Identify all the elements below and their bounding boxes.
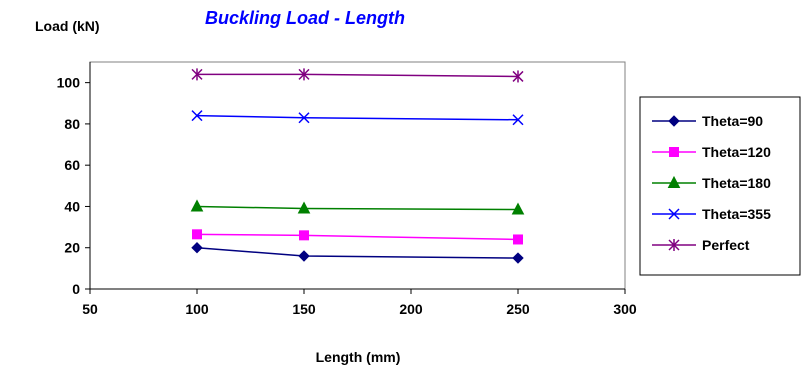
series-line-5 (197, 73, 519, 78)
x-tick-label: 300 (613, 301, 637, 317)
data-point (512, 252, 524, 264)
data-point (299, 230, 309, 241)
x-tick-label: 250 (506, 301, 530, 317)
legend-label: Perfect (702, 237, 750, 253)
plot-frame (89, 61, 626, 290)
x-tick-label: 50 (82, 301, 98, 317)
y-tick-label: 20 (64, 240, 80, 256)
legend-marker (668, 239, 680, 251)
legend-marker (669, 147, 679, 157)
legend-marker (667, 175, 681, 188)
legend-label: Theta=180 (702, 175, 771, 191)
data-point (190, 199, 204, 212)
data-point (298, 250, 310, 262)
legend: Theta=90 Theta=120 Theta=180 Theta=355 Perfe… (639, 96, 801, 276)
chart-title: Buckling Load - Length (205, 8, 405, 28)
data-point (191, 242, 203, 254)
y-tick-label: 40 (64, 198, 80, 214)
y-axis-label: Load (kN) (35, 18, 100, 34)
series-line-1 (196, 246, 519, 259)
x-tick-label: 150 (292, 301, 316, 317)
legend-label: Theta=355 (702, 206, 771, 222)
data-point (512, 114, 524, 126)
data-point (191, 110, 203, 122)
series-line-4 (196, 114, 519, 121)
data-point (511, 202, 525, 215)
y-tick-label: 80 (64, 116, 80, 132)
y-tick-label: 60 (64, 157, 80, 173)
x-axis-label: Length (mm) (316, 349, 401, 365)
x-tick-label: 100 (185, 301, 209, 317)
series-line-2 (196, 233, 519, 241)
legend-marker (668, 208, 680, 220)
data-point (513, 234, 523, 245)
legend-marker (668, 115, 680, 127)
legend-label: Theta=120 (702, 144, 771, 160)
legend-label: Theta=90 (702, 113, 763, 129)
data-point (298, 68, 310, 81)
x-tick-label: 200 (399, 301, 423, 317)
y-tick-label: 100 (57, 75, 81, 91)
data-point (192, 229, 202, 240)
data-point (512, 70, 524, 83)
data-point (298, 112, 310, 124)
series-line-3 (196, 205, 519, 211)
plot-area: 0 20 40 60 80 100 50 100 150 200 250 300 (57, 61, 637, 317)
data-point (191, 68, 203, 81)
data-point (297, 201, 311, 214)
y-tick-label: 0 (72, 281, 80, 297)
